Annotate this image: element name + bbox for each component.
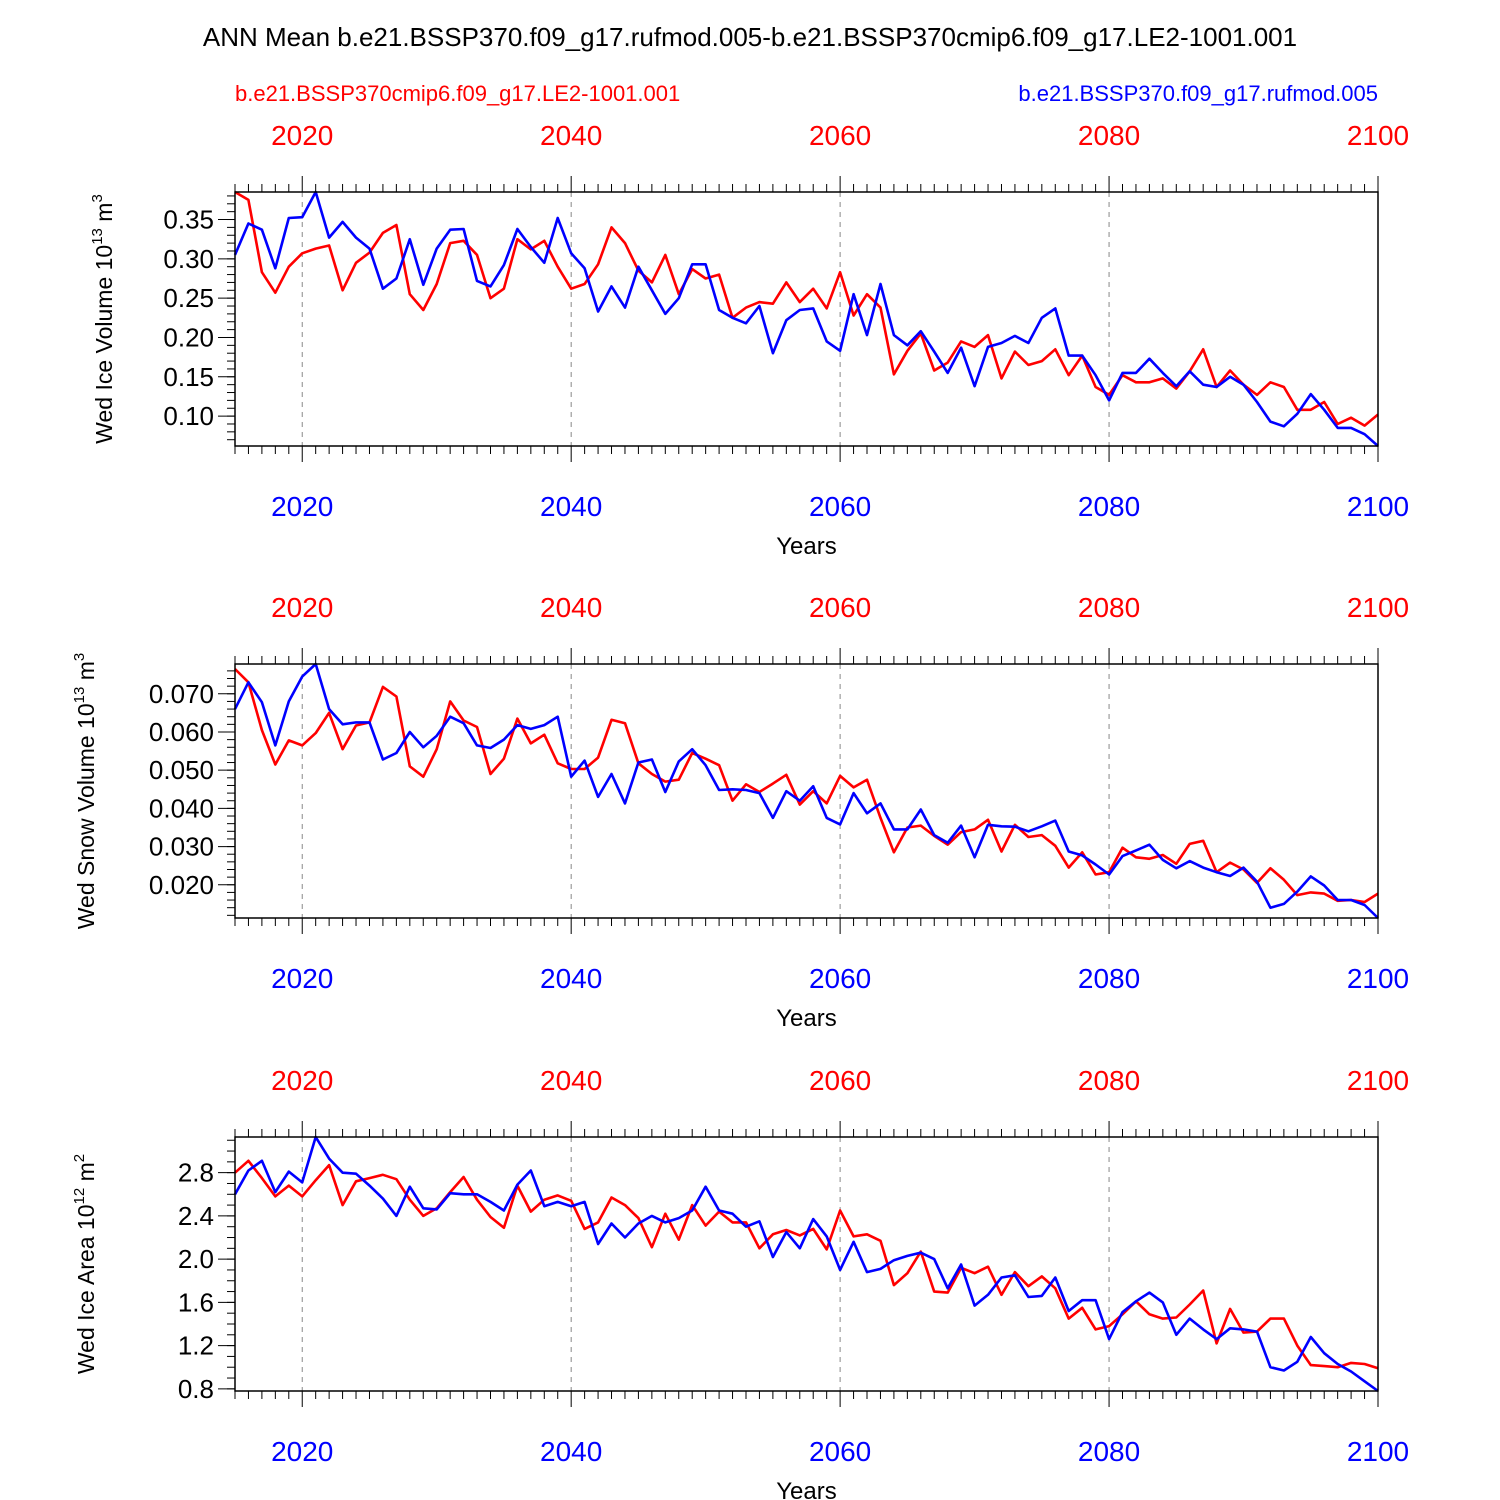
ice-volume-bottom-xtick-label: 2080 [1078,491,1140,522]
ice-volume-xlabel: Years [776,533,837,560]
ice-area-plot-frame [234,1136,1379,1392]
ice-volume-bottom-xtick-label: 2060 [809,491,871,522]
ice-area-top-xtick-label: 2080 [1078,1065,1140,1096]
ice-area-bottom-xtick-label: 2080 [1078,1436,1140,1467]
snow-volume-ytick-label: 0.060 [149,717,214,747]
ice-volume-ylabel-exponent: 13 [89,228,106,245]
snow-volume-series-red [234,668,1379,904]
panel-ice-area: 2020 2020 2040 2040 2060 2060 2080 2080 2100 2100… [71,1065,1409,1500]
snow-volume-ylabel-unit-exponent: 3 [71,653,88,661]
ice-volume-top-xtick-label: 2040 [540,120,602,151]
ice-area-top-xtick-label: 2060 [809,1065,871,1096]
snow-volume-ylabel-exponent: 13 [71,687,88,704]
panel-ice-volume: 2020 2020 2040 2040 2060 2060 2080 2080 2100 2100… [89,120,1409,560]
ice-area-top-xtick-label: 2040 [540,1065,602,1096]
ice-area-ytick-label: 1.2 [178,1331,214,1361]
ice-area-series-blue [233,1135,1379,1393]
ice-volume-ytick-label: 0.30 [163,244,214,274]
snow-volume-ylabel: Wed Snow Volume 1013 m3 [71,653,99,929]
snow-volume-bottom-xtick-label: 2100 [1347,963,1409,994]
snow-volume-xlabel: Years [776,1005,837,1032]
ice-volume-ytick-label: 0.10 [163,401,214,431]
ice-area-top-xtick-label: 2100 [1347,1065,1409,1096]
ice-area-ylabel-text: Wed Ice Area 10 [73,1204,99,1374]
ice-volume-bottom-xtick-label: 2040 [540,491,602,522]
ice-area-bottom-xtick-label: 2100 [1347,1436,1409,1467]
ice-area-ytick-label: 0.8 [178,1374,214,1404]
ice-volume-top-xtick-label: 2060 [809,120,871,151]
snow-volume-ytick-label: 0.070 [149,679,214,709]
ice-volume-ylabel-text: Wed Ice Volume 10 [91,245,117,444]
snow-volume-series-blue [233,662,1379,919]
ice-area-bottom-xtick-label: 2060 [809,1436,871,1467]
ice-area-ylabel: Wed Ice Area 1012 m2 [71,1154,99,1374]
snow-volume-ytick-label: 0.020 [149,870,214,900]
ice-area-ytick-label: 2.4 [178,1201,214,1231]
ice-volume-ytick-label: 0.20 [163,322,214,352]
ice-volume-plot-frame [234,191,1379,447]
snow-volume-bottom-xtick-label: 2080 [1078,963,1140,994]
ice-volume-ylabel: Wed Ice Volume 1013 m3 [89,194,117,444]
ice-area-bottom-xtick-label: 2020 [271,1436,333,1467]
ice-volume-ylabel-unit: m [91,203,117,229]
snow-volume-top-xtick-label: 2080 [1078,592,1140,623]
snow-volume-ytick-label: 0.050 [149,755,214,785]
snow-volume-bottom-xtick-label: 2040 [540,963,602,994]
ice-volume-ytick-label: 0.35 [163,205,214,235]
snow-volume-ylabel-unit: m [73,661,99,687]
ice-area-xlabel: Years [776,1478,837,1500]
ice-volume-ytick-label: 0.15 [163,362,214,392]
snow-volume-bottom-xtick-label: 2020 [271,963,333,994]
ice-volume-bottom-xtick-label: 2100 [1347,491,1409,522]
snow-volume-ylabel-text: Wed Snow Volume 10 [73,703,99,929]
ice-area-ytick-label: 2.0 [178,1244,214,1274]
ice-volume-bottom-xtick-label: 2020 [271,491,333,522]
snow-volume-ytick-label: 0.030 [149,832,214,862]
ice-volume-top-xtick-label: 2080 [1078,120,1140,151]
ice-area-top-xtick-label: 2020 [271,1065,333,1096]
snow-volume-top-xtick-label: 2020 [271,592,333,623]
ice-volume-top-xtick-label: 2020 [271,120,333,151]
ice-volume-ylabel-unit-exponent: 3 [89,194,106,202]
snow-volume-top-xtick-label: 2060 [809,592,871,623]
legend-red-label: b.e21.BSSP370cmip6.f09_g17.LE2-1001.001 [235,81,680,106]
ice-area-ylabel-exponent: 12 [71,1188,88,1205]
snow-volume-top-xtick-label: 2100 [1347,592,1409,623]
ice-area-ylabel-unit: m [73,1162,99,1188]
ice-volume-top-xtick-label: 2100 [1347,120,1409,151]
ice-area-ylabel-unit-exponent: 2 [71,1154,88,1162]
snow-volume-top-xtick-label: 2040 [540,592,602,623]
legend-blue-label: b.e21.BSSP370.f09_g17.rufmod.005 [1018,81,1378,106]
panel-snow-volume: 2020 2020 2040 2040 2060 2060 2080 2080 2100 2100… [71,592,1409,1032]
snow-volume-plot-frame [234,663,1379,919]
ice-area-ytick-label: 2.8 [178,1158,214,1188]
figure-title: ANN Mean b.e21.BSSP370.f09_g17.rufmod.00… [203,22,1297,52]
snow-volume-bottom-xtick-label: 2060 [809,963,871,994]
ice-area-ytick-label: 1.6 [178,1287,214,1317]
ice-volume-ytick-label: 0.25 [163,283,214,313]
snow-volume-ytick-label: 0.040 [149,793,214,823]
ice-volume-series-blue [233,190,1379,447]
ice-area-bottom-xtick-label: 2040 [540,1436,602,1467]
